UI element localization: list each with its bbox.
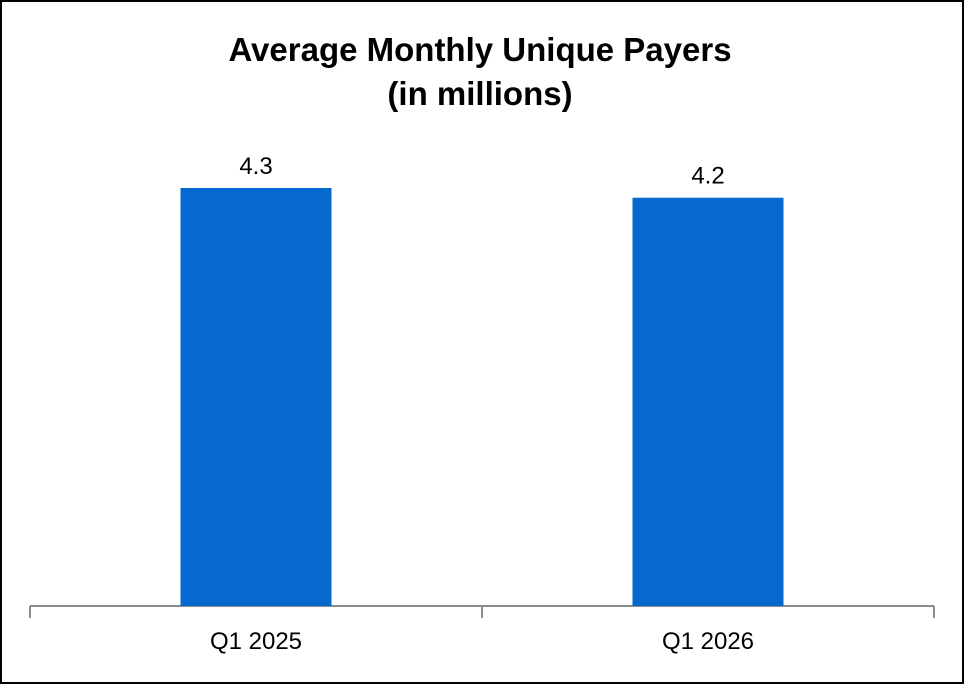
x-tick-label-1: Q1 2025	[210, 628, 302, 655]
chart-title: Average Monthly Unique Payers (in millio…	[0, 28, 960, 116]
bars	[180, 188, 784, 606]
bar-2	[632, 197, 784, 606]
x-tick-label-2: Q1 2026	[662, 628, 754, 655]
data-label-1: 4.3	[239, 153, 272, 180]
data-label-2: 4.2	[691, 163, 724, 190]
chart-title-line2: (in millions)	[387, 75, 573, 112]
x-axis	[29, 605, 935, 618]
x-tick-labels: Q1 2025 Q1 2026	[210, 628, 754, 655]
data-labels: 4.3 4.2	[239, 153, 724, 190]
chart-title-line1: Average Monthly Unique Payers	[228, 31, 732, 68]
bar-1	[180, 188, 332, 606]
